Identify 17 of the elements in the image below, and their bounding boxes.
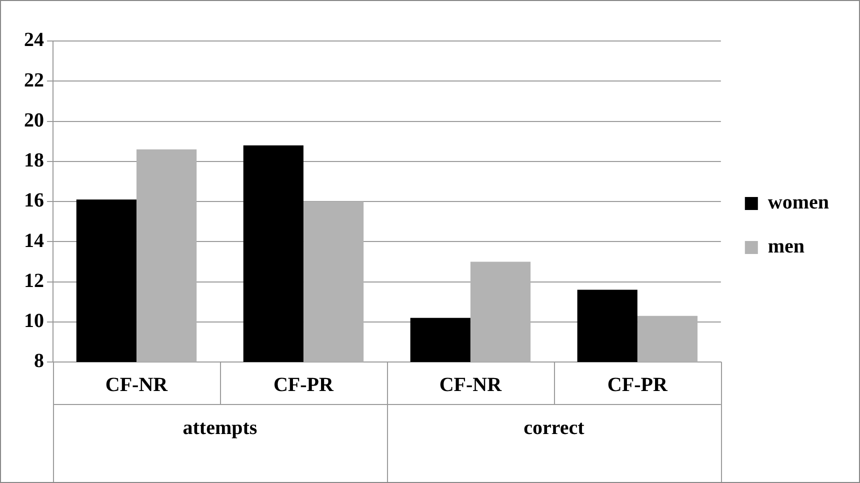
y-tick-label: 16 xyxy=(24,190,44,212)
y-tick-label: 22 xyxy=(24,69,44,92)
x-tick-label: CF-NR xyxy=(439,374,502,396)
legend-label: women xyxy=(768,192,830,214)
text: correct xyxy=(524,417,585,440)
text: attempts xyxy=(182,417,258,440)
y-tick-label: 14 xyxy=(24,230,44,252)
y-tick-label: 20 xyxy=(24,109,44,132)
legend-label: men xyxy=(768,236,805,258)
x-tick-label: CF-PR xyxy=(273,374,334,396)
y-tick-label: 10 xyxy=(24,310,44,332)
y-tick-label: 12 xyxy=(24,270,44,292)
y-tick-label: 18 xyxy=(24,150,44,172)
y-tick-label: 24 xyxy=(24,29,44,52)
x-tick-label: CF-PR xyxy=(607,374,668,396)
x-tick-label: CF-NR xyxy=(105,374,168,396)
y-tick-label: 8 xyxy=(34,350,44,372)
